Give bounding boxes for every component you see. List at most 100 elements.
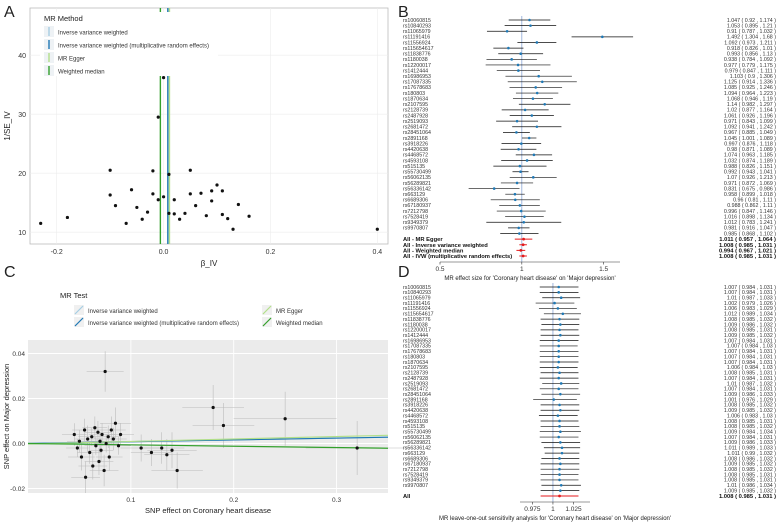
estimate-text-d: 1.009 ( 0.986 , 1.033 ): [724, 440, 776, 446]
panel-label-d: D: [398, 264, 410, 281]
point-estimate-d: [557, 344, 561, 348]
data-point-a: [129, 188, 134, 192]
estimate-text-b: 0.992 ( 0.943 , 1.041 ): [724, 170, 776, 176]
point-estimate-b: [519, 52, 522, 56]
data-point-a: [167, 172, 171, 176]
y-tick-label-c: -0.02: [10, 486, 25, 493]
snp-label-b: rs11556924: [403, 40, 431, 46]
point-estimate-d: [558, 419, 561, 423]
point-estimate-d: [557, 339, 561, 342]
snp-label-b: rs28451064: [403, 130, 431, 136]
data-point-c: [170, 448, 174, 452]
snp-label-b: rs1412444: [403, 68, 428, 74]
estimate-text-b: 1.032 ( 0.874 , 1.189 ): [724, 158, 776, 164]
point-estimate-b: [517, 147, 520, 151]
data-point-a: [210, 189, 214, 193]
data-point-c: [99, 448, 103, 452]
x-tick-label-a: 0.4: [372, 249, 382, 256]
data-point-c: [86, 437, 90, 441]
data-point-a: [108, 193, 112, 197]
legend-swatch-c: [74, 305, 84, 315]
point-estimate-d: [557, 435, 561, 439]
x-tick-label-b: 1: [520, 266, 524, 273]
snp-label-d: rs16986953: [403, 338, 431, 344]
estimate-text-d: 1.009 ( 0.985 , 1.032 ): [724, 462, 776, 468]
estimate-text-d: 1.009 ( 0.985 , 1.032 ): [724, 408, 776, 414]
snp-label-b: rs4468572: [403, 153, 428, 159]
snp-label-d: rs56336142: [403, 446, 431, 452]
point-estimate-b: [531, 176, 535, 179]
legend-label-c: Inverse variance weighted: [88, 309, 158, 315]
snp-label-b: rs11065979: [403, 29, 431, 35]
point-estimate-d: [558, 467, 561, 471]
snp-label-d: rs1180038: [403, 322, 428, 328]
snp-label-d: rs17087335: [403, 344, 431, 350]
data-point-a: [145, 210, 150, 214]
snp-label-b: rs7212798: [403, 209, 428, 215]
estimate-text-d: 1.007 ( 0.984 , 1.031 ): [724, 285, 776, 291]
snp-label-b: rs16986953: [403, 74, 431, 80]
data-point-c: [160, 446, 164, 450]
point-estimate-b: [517, 69, 520, 72]
data-point-a: [226, 217, 230, 221]
snp-label-d: rs7212798: [403, 467, 428, 473]
estimate-text-d: 1.006 ( 0.984 , 1.03 ): [727, 365, 776, 371]
estimate-text-b: 0.988 ( 0.862 , 1.11 ): [727, 203, 776, 209]
point-estimate-b: [601, 35, 604, 39]
snp-label-d: rs56062135: [403, 435, 431, 441]
estimate-text-b: 1.094 ( 0.964 , 1.223 ): [724, 91, 776, 97]
data-point-c: [109, 428, 113, 432]
estimate-text-b: 1.125 ( 0.914 , 1.336 ): [724, 80, 776, 86]
point-estimate-d: [558, 328, 561, 332]
point-estimate-b: [534, 86, 538, 89]
estimate-text-b: 1.016 ( 0.898 , 1.134 ): [724, 214, 776, 220]
data-point-c: [84, 475, 88, 479]
snp-label-d: rs1870634: [403, 360, 428, 366]
snp-label-b: rs67180937: [403, 203, 431, 209]
estimate-text-b: 1.085 ( 0.925 , 1.246 ): [724, 85, 776, 91]
estimate-text-d: 1.007 ( 0.984 , 1.031 ): [724, 360, 776, 366]
point-estimate-b: [535, 91, 539, 95]
data-point-a: [215, 183, 219, 187]
snp-label-d: rs11556924: [403, 306, 431, 312]
legend-label-a: MR Egger: [58, 57, 85, 63]
data-point-c: [88, 450, 92, 455]
summary-label-b: All - MR Egger: [403, 237, 443, 243]
estimate-text-b: 0.979 ( 0.847 , 1.111 ): [725, 68, 777, 74]
estimate-text-b: 1.103 ( 0.9 , 1.306 ): [730, 74, 776, 80]
snp-label-b: rs2681472: [403, 125, 428, 131]
snp-label-d: rs67180937: [403, 462, 431, 468]
estimate-text-d: 1.007 ( 0.984 , 1.031 ): [724, 290, 776, 296]
x-tick-label-b: 0.5: [435, 266, 444, 273]
estimate-text-d: 1.011 ( 0.99 , 1.032 ): [727, 451, 776, 457]
point-estimate-b: [507, 46, 510, 50]
data-point-c: [111, 437, 115, 441]
estimate-text-d: 1.008 ( 0.985 , 1.032 ): [724, 403, 776, 409]
data-point-a: [188, 168, 192, 172]
estimate-text-b: 0.831 ( 0.675 , 0.986 ): [724, 186, 776, 192]
point-estimate-d: [558, 371, 561, 375]
point-estimate-b: [537, 74, 540, 78]
data-point-c: [283, 417, 287, 421]
snp-label-d: rs515135: [403, 424, 425, 430]
data-point-a: [65, 215, 70, 220]
y-axis-title-a: 1/SE_IV: [3, 111, 12, 141]
x-axis-title-b: MR effect size for 'Coronary heart disea…: [444, 276, 615, 282]
y-tick-label-a: 10: [18, 230, 26, 237]
snp-label-d: rs2128739: [403, 371, 428, 377]
data-point-c: [165, 453, 169, 457]
snp-label-d: rs11838776: [403, 317, 431, 323]
snp-label-b: rs17678683: [403, 85, 431, 91]
snp-label-d: rs3918226: [403, 403, 428, 409]
estimate-text-d: 1.008 ( 0.985 , 1.032 ): [724, 317, 776, 323]
y-tick-label-a: 40: [18, 53, 26, 60]
point-estimate-b: [535, 125, 539, 129]
data-point-a: [188, 192, 192, 196]
snp-label-d: rs180803: [403, 354, 425, 360]
estimate-text-b: 0.988 ( 0.826 , 1.151 ): [724, 164, 776, 170]
estimate-text-b: 1.045 ( 1.001 , 1.089 ): [724, 136, 776, 142]
regression-line-c: [27, 442, 389, 449]
snp-label-b: rs56336142: [403, 186, 431, 192]
point-estimate-b: [525, 159, 529, 162]
point-estimate-d: [558, 473, 561, 476]
